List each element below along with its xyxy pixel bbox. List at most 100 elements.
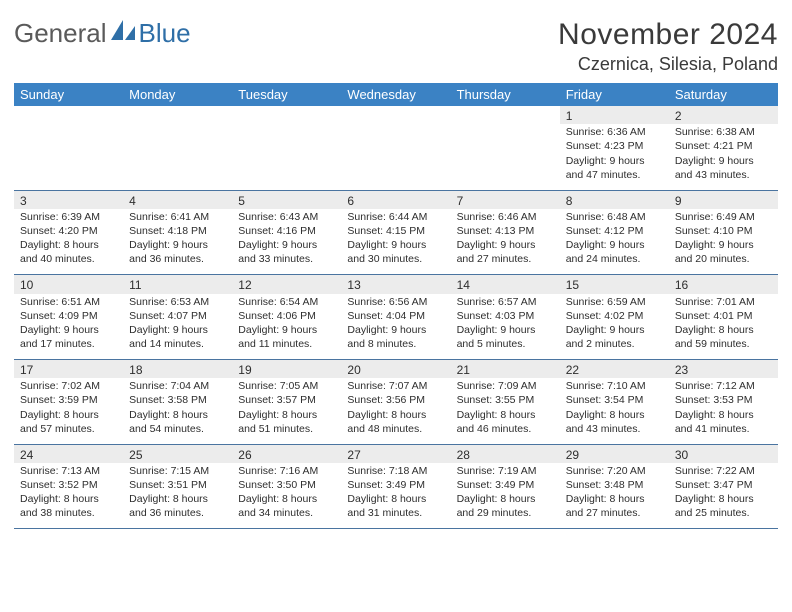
daylight-text: Daylight: 9 hours and 33 minutes.: [238, 238, 335, 266]
day-content-row: Sunrise: 6:36 AMSunset: 4:23 PMDaylight:…: [14, 124, 778, 190]
day-details: [123, 124, 232, 190]
sunset-text: Sunset: 4:06 PM: [238, 309, 335, 323]
day-details: Sunrise: 7:15 AMSunset: 3:51 PMDaylight:…: [123, 463, 232, 529]
sunrise-text: Sunrise: 7:01 AM: [675, 295, 772, 309]
sunset-text: Sunset: 4:04 PM: [347, 309, 444, 323]
sunrise-text: Sunrise: 6:41 AM: [129, 210, 226, 224]
brand-blue: Blue: [139, 18, 191, 49]
sunrise-text: Sunrise: 6:53 AM: [129, 295, 226, 309]
day-number: 26: [232, 444, 341, 463]
day-content-row: Sunrise: 6:51 AMSunset: 4:09 PM Daylight:…: [14, 294, 778, 360]
daylight-text: Daylight: 9 hours and 11 minutes.: [238, 323, 335, 351]
daylight-text: Daylight: 8 hours and 29 minutes.: [457, 492, 554, 520]
sunrise-text: Sunrise: 7:05 AM: [238, 379, 335, 393]
daylight-text: Daylight: 8 hours and 40 minutes.: [20, 238, 117, 266]
sunset-text: Sunset: 4:23 PM: [566, 139, 663, 153]
daylight-text: Daylight: 9 hours and 43 minutes.: [675, 154, 772, 182]
day-number: 5: [232, 190, 341, 209]
day-number: 21: [451, 360, 560, 379]
day-number: [232, 106, 341, 124]
daylight-text: Daylight: 8 hours and 27 minutes.: [566, 492, 663, 520]
daylight-text: Daylight: 9 hours and 14 minutes.: [129, 323, 226, 351]
day-number: 16: [669, 275, 778, 294]
weekday-header: Sunday: [14, 83, 123, 106]
day-number: 4: [123, 190, 232, 209]
daylight-text: Daylight: 8 hours and 34 minutes.: [238, 492, 335, 520]
sunrise-text: Sunrise: 6:38 AM: [675, 125, 772, 139]
daylight-text: Daylight: 9 hours and 24 minutes.: [566, 238, 663, 266]
location-subtitle: Czernica, Silesia, Poland: [558, 54, 778, 75]
day-number: 24: [14, 444, 123, 463]
daylight-text: Daylight: 9 hours and 47 minutes.: [566, 154, 663, 182]
day-details: Sunrise: 6:49 AMSunset: 4:10 PMDaylight:…: [669, 209, 778, 275]
day-details: Sunrise: 6:39 AMSunset: 4:20 PMDaylight:…: [14, 209, 123, 275]
day-number: 28: [451, 444, 560, 463]
day-details: Sunrise: 7:01 AMSunset: 4:01 PMDaylight:…: [669, 294, 778, 360]
sunset-text: Sunset: 3:55 PM: [457, 393, 554, 407]
weekday-header: Wednesday: [341, 83, 450, 106]
sunrise-text: Sunrise: 7:18 AM: [347, 464, 444, 478]
daylight-text: Daylight: 8 hours and 43 minutes.: [566, 408, 663, 436]
weekday-header-row: Sunday Monday Tuesday Wednesday Thursday…: [14, 83, 778, 106]
day-details: Sunrise: 6:53 AMSunset: 4:07 PMDaylight:…: [123, 294, 232, 360]
day-details: Sunrise: 6:38 AMSunset: 4:21 PMDaylight:…: [669, 124, 778, 190]
daylight-text: Daylight: 9 hours and 36 minutes.: [129, 238, 226, 266]
weekday-header: Monday: [123, 83, 232, 106]
sail-icon: [109, 18, 137, 49]
daylight-text: Daylight: 9 hours and 30 minutes.: [347, 238, 444, 266]
day-number-row: 17181920212223: [14, 360, 778, 379]
sunrise-text: Sunrise: 6:59 AM: [566, 295, 663, 309]
day-details: Sunrise: 7:07 AMSunset: 3:56 PMDaylight:…: [341, 378, 450, 444]
sunset-text: Sunset: 4:20 PM: [20, 224, 117, 238]
brand-general: General: [14, 18, 107, 49]
day-number: 22: [560, 360, 669, 379]
sunrise-text: Sunrise: 6:56 AM: [347, 295, 444, 309]
day-number: 12: [232, 275, 341, 294]
day-details: Sunrise: 7:05 AMSunset: 3:57 PMDaylight:…: [232, 378, 341, 444]
sunset-text: Sunset: 3:54 PM: [566, 393, 663, 407]
day-details: Sunrise: 6:36 AMSunset: 4:23 PMDaylight:…: [560, 124, 669, 190]
day-details: Sunrise: 6:48 AMSunset: 4:12 PMDaylight:…: [560, 209, 669, 275]
sunrise-text: Sunrise: 7:02 AM: [20, 379, 117, 393]
day-number: [451, 106, 560, 124]
calendar-table: Sunday Monday Tuesday Wednesday Thursday…: [14, 83, 778, 529]
daylight-text: Daylight: 9 hours and 27 minutes.: [457, 238, 554, 266]
sunrise-text: Sunrise: 6:51 AM: [20, 295, 117, 309]
sunset-text: Sunset: 4:09 PM: [20, 309, 117, 323]
day-details: Sunrise: 7:13 AMSunset: 3:52 PMDaylight:…: [14, 463, 123, 529]
day-number: 7: [451, 190, 560, 209]
day-details: [232, 124, 341, 190]
brand-logo: General Blue: [14, 18, 191, 49]
sunset-text: Sunset: 3:48 PM: [566, 478, 663, 492]
daylight-text: Daylight: 8 hours and 48 minutes.: [347, 408, 444, 436]
sunset-text: Sunset: 4:16 PM: [238, 224, 335, 238]
day-number: 30: [669, 444, 778, 463]
sunrise-text: Sunrise: 6:49 AM: [675, 210, 772, 224]
sunset-text: Sunset: 4:03 PM: [457, 309, 554, 323]
day-details: Sunrise: 6:56 AMSunset: 4:04 PMDaylight:…: [341, 294, 450, 360]
weekday-header: Friday: [560, 83, 669, 106]
daylight-text: Daylight: 8 hours and 46 minutes.: [457, 408, 554, 436]
daylight-text: Daylight: 8 hours and 25 minutes.: [675, 492, 772, 520]
sunrise-text: Sunrise: 7:04 AM: [129, 379, 226, 393]
sunset-text: Sunset: 4:15 PM: [347, 224, 444, 238]
weekday-header: Saturday: [669, 83, 778, 106]
sunset-text: Sunset: 3:53 PM: [675, 393, 772, 407]
title-block: November 2024 Czernica, Silesia, Poland: [558, 18, 778, 75]
daylight-text: Daylight: 8 hours and 54 minutes.: [129, 408, 226, 436]
day-details: Sunrise: 6:57 AMSunset: 4:03 PMDaylight:…: [451, 294, 560, 360]
day-details: Sunrise: 6:41 AMSunset: 4:18 PMDaylight:…: [123, 209, 232, 275]
sunset-text: Sunset: 3:47 PM: [675, 478, 772, 492]
day-number: 9: [669, 190, 778, 209]
day-number: 19: [232, 360, 341, 379]
sunrise-text: Sunrise: 7:13 AM: [20, 464, 117, 478]
day-number-row: 10111213141516: [14, 275, 778, 294]
day-number-row: 24252627282930: [14, 444, 778, 463]
day-content-row: Sunrise: 7:13 AMSunset: 3:52 PMDaylight:…: [14, 463, 778, 529]
daylight-text: Daylight: 8 hours and 41 minutes.: [675, 408, 772, 436]
weekday-header: Thursday: [451, 83, 560, 106]
sunrise-text: Sunrise: 6:43 AM: [238, 210, 335, 224]
sunset-text: Sunset: 4:18 PM: [129, 224, 226, 238]
day-number: [341, 106, 450, 124]
day-details: Sunrise: 7:10 AMSunset: 3:54 PMDaylight:…: [560, 378, 669, 444]
